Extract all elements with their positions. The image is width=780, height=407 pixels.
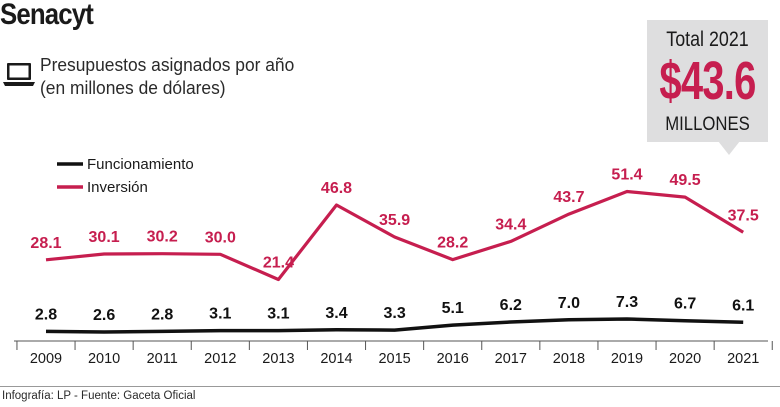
data-label-inversion: 21.4 — [263, 255, 294, 272]
x-tick-label: 2020 — [669, 351, 701, 367]
data-label-inversion: 30.2 — [147, 229, 178, 246]
data-label-inversion: 46.8 — [321, 180, 352, 197]
x-tick-label: 2013 — [262, 351, 294, 367]
budget-line-chart: 2009 2010 2011 2012 2013 2014 2015 2016 2017 2018… — [14, 156, 773, 367]
data-label-inversion: 43.7 — [553, 189, 584, 206]
data-label-inversion: 37.5 — [728, 207, 759, 224]
data-label-funcionamiento: 3.1 — [267, 306, 289, 323]
data-label-funcionamiento: 3.3 — [383, 305, 405, 322]
x-tick-label: 2009 — [30, 351, 62, 367]
total-unit: MILLONES — [665, 114, 750, 135]
data-label-funcionamiento: 3.1 — [209, 306, 231, 323]
data-label-funcionamiento: 6.7 — [674, 296, 696, 313]
data-label-funcionamiento: 3.4 — [325, 305, 347, 322]
callout-pointer — [718, 141, 740, 155]
data-label-inversion: 28.1 — [30, 235, 61, 252]
x-tick-label: 2011 — [147, 351, 178, 367]
data-label-inversion: 51.4 — [611, 167, 642, 184]
x-tick-label: 2019 — [611, 351, 643, 367]
legend-label-inversion: Inversión — [87, 179, 148, 196]
series-line-inversion — [45, 189, 745, 282]
laptop-icon — [3, 63, 35, 86]
x-tick-label: 2012 — [204, 351, 236, 367]
data-label-inversion: 35.9 — [379, 212, 410, 229]
page-title: Senacyt — [0, 0, 94, 31]
data-label-funcionamiento: 2.8 — [151, 306, 173, 323]
data-label-funcionamiento: 5.1 — [442, 300, 464, 317]
subtitle-line-1: Presupuestos asignados por año — [40, 54, 295, 75]
subtitle-line-2: (en millones de dólares) — [40, 77, 226, 98]
x-tick-label: 2010 — [88, 351, 120, 367]
footer-credit: Infografía: LP - Fuente: Gaceta Oficial — [2, 390, 196, 402]
data-label-funcionamiento: 6.2 — [500, 297, 522, 314]
x-tick-label: 2016 — [437, 351, 469, 367]
data-label-funcionamiento: 7.3 — [616, 294, 638, 311]
data-label-inversion: 30.1 — [89, 229, 120, 246]
x-tick-label: 2014 — [320, 351, 352, 367]
x-tick-label: 2018 — [553, 351, 585, 367]
x-tick-label: 2015 — [378, 351, 410, 367]
x-tick-label: 2017 — [495, 351, 527, 367]
data-label-funcionamiento: 6.1 — [732, 297, 754, 314]
chart-subtitle: Presupuestos asignados por año (en millo… — [40, 53, 294, 99]
total-label: Total 2021 — [666, 28, 749, 51]
series-line-funcionamiento — [45, 317, 744, 334]
legend-label-funcionamiento: Funcionamiento — [87, 156, 194, 173]
x-tick-label: 2021 — [727, 351, 759, 367]
total-value: $43.6 — [659, 51, 756, 111]
total-callout: Total 2021 $43.6 MILLONES — [647, 20, 768, 142]
data-label-inversion: 49.5 — [670, 172, 701, 189]
data-label-funcionamiento: 2.8 — [35, 306, 57, 323]
data-label-funcionamiento: 7.0 — [558, 295, 580, 312]
data-label-inversion: 28.2 — [437, 235, 468, 252]
data-label-inversion: 34.4 — [495, 216, 526, 233]
data-label-funcionamiento: 2.6 — [93, 307, 115, 324]
data-label-inversion: 30.0 — [205, 229, 236, 246]
footer-divider — [0, 386, 780, 387]
